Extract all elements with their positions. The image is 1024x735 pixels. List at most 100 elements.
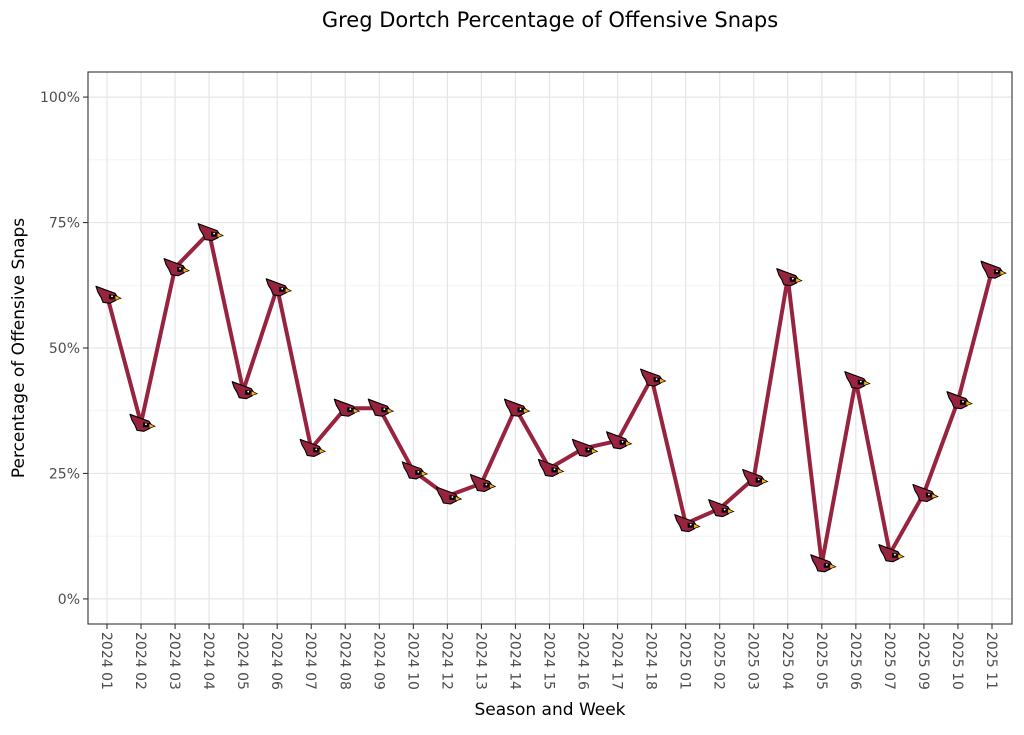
cardinal-eye-icon bbox=[519, 408, 522, 411]
data-point-marker bbox=[640, 368, 667, 387]
cardinal-beak-icon bbox=[693, 523, 701, 530]
x-tick-label: 2025 10 bbox=[949, 632, 965, 690]
x-tick-label: 2024 03 bbox=[166, 632, 182, 690]
data-point-marker bbox=[197, 223, 225, 242]
data-point-marker bbox=[946, 391, 973, 410]
x-tick-label: 2025 02 bbox=[711, 632, 727, 690]
cardinal-beak-icon bbox=[420, 470, 429, 477]
x-axis: 2024 01 2024 02 2024 03 2024 04 2024 05 2024 … bbox=[98, 624, 999, 690]
x-tick-label: 2024 10 bbox=[404, 632, 420, 690]
data-point-marker bbox=[401, 461, 429, 480]
x-tick-label: 2024 01 bbox=[98, 632, 114, 690]
data-point-marker bbox=[878, 544, 905, 563]
x-tick-label: 2024 18 bbox=[643, 632, 659, 690]
y-tick-label: 75% bbox=[49, 216, 80, 232]
cardinal-eye-icon bbox=[247, 390, 250, 393]
data-point-marker bbox=[333, 398, 361, 417]
cardinal-beak-icon bbox=[318, 447, 327, 454]
y-tick-label: 25% bbox=[49, 466, 80, 482]
cardinal-beak-icon bbox=[114, 294, 122, 301]
cardinal-eye-icon bbox=[757, 478, 760, 481]
cardinal-beak-icon bbox=[591, 447, 599, 454]
cardinal-eye-icon bbox=[383, 408, 386, 411]
x-tick-label: 2025 03 bbox=[745, 632, 761, 690]
chart-title: Greg Dortch Percentage of Offensive Snap… bbox=[322, 8, 778, 32]
cardinal-beak-icon bbox=[863, 380, 871, 387]
cardinal-eye-icon bbox=[179, 267, 181, 270]
cardinal-beak-icon bbox=[455, 495, 463, 502]
cardinal-eye-icon bbox=[894, 553, 896, 556]
cardinal-eye-icon bbox=[587, 448, 590, 451]
x-tick-label: 2024 04 bbox=[200, 632, 216, 690]
cardinal-eye-icon bbox=[315, 448, 318, 451]
x-tick-label: 2025 05 bbox=[813, 632, 829, 690]
cardinal-eye-icon bbox=[111, 295, 113, 298]
data-point-marker bbox=[469, 473, 497, 493]
x-tick-label: 2025 09 bbox=[915, 632, 931, 690]
cardinal-eye-icon bbox=[553, 468, 556, 471]
y-tick-label: 0% bbox=[58, 592, 80, 608]
cardinal-beak-icon bbox=[489, 482, 497, 489]
x-tick-label: 2025 07 bbox=[881, 632, 897, 690]
cardinal-eye-icon bbox=[689, 523, 692, 526]
cardinal-beak-icon bbox=[182, 267, 191, 274]
x-tick-label: 2024 08 bbox=[336, 632, 352, 690]
data-point-marker bbox=[844, 371, 871, 390]
cardinal-beak-icon bbox=[523, 407, 531, 414]
cardinal-eye-icon bbox=[996, 270, 998, 273]
data-point-marker bbox=[912, 483, 939, 503]
cardinal-eye-icon bbox=[723, 508, 726, 511]
cardinal-beak-icon bbox=[727, 508, 735, 515]
data-point-marker bbox=[776, 268, 803, 287]
x-tick-label: 2024 14 bbox=[507, 632, 523, 690]
x-tick-label: 2025 06 bbox=[847, 632, 863, 690]
cardinal-beak-icon bbox=[931, 492, 939, 499]
y-axis: 0% 25% 50% 75% 100% bbox=[40, 90, 88, 608]
cardinal-beak-icon bbox=[284, 287, 293, 294]
cardinal-beak-icon bbox=[829, 563, 837, 570]
cardinal-beak-icon bbox=[965, 400, 973, 407]
x-tick-label: 2024 09 bbox=[370, 632, 386, 690]
data-point-marker bbox=[810, 554, 837, 573]
cardinal-eye-icon bbox=[962, 400, 964, 403]
x-tick-label: 2024 05 bbox=[234, 632, 250, 690]
y-tick-label: 50% bbox=[49, 341, 80, 357]
x-tick-label: 2024 12 bbox=[438, 632, 454, 690]
data-point-marker bbox=[367, 398, 395, 417]
grid-major bbox=[88, 72, 1012, 624]
cardinal-eye-icon bbox=[621, 440, 624, 443]
data-point-marker bbox=[537, 458, 565, 477]
cardinal-beak-icon bbox=[625, 440, 633, 447]
cardinal-beak-icon bbox=[999, 269, 1007, 276]
cardinal-eye-icon bbox=[349, 408, 352, 411]
cardinal-eye-icon bbox=[485, 483, 488, 486]
x-tick-label: 2025 01 bbox=[677, 632, 693, 690]
y-tick-label: 100% bbox=[40, 90, 80, 106]
x-tick-label: 2024 13 bbox=[472, 632, 488, 690]
cardinal-eye-icon bbox=[655, 378, 658, 380]
data-point-marker bbox=[299, 438, 327, 457]
data-point-marker bbox=[503, 398, 531, 417]
data-point-marker bbox=[231, 381, 259, 400]
x-tick-label: 2025 04 bbox=[779, 632, 795, 690]
x-tick-label: 2024 06 bbox=[268, 632, 284, 690]
x-tick-label: 2024 15 bbox=[541, 632, 557, 690]
cardinal-beak-icon bbox=[897, 553, 905, 560]
x-tick-label: 2024 17 bbox=[609, 632, 625, 690]
cardinal-eye-icon bbox=[213, 232, 215, 235]
cardinal-beak-icon bbox=[216, 232, 225, 239]
x-tick-label: 2024 07 bbox=[302, 632, 318, 690]
data-point-marker bbox=[980, 260, 1007, 279]
cardinal-eye-icon bbox=[451, 496, 454, 498]
cardinal-beak-icon bbox=[250, 390, 259, 397]
x-tick-label: 2024 16 bbox=[575, 632, 591, 690]
data-point-marker bbox=[674, 514, 701, 533]
cardinal-beak-icon bbox=[386, 407, 395, 414]
cardinal-eye-icon bbox=[859, 380, 862, 383]
data-point-marker bbox=[163, 258, 191, 277]
data-point-marker bbox=[708, 499, 735, 518]
y-axis-label: Percentage of Offensive Snaps bbox=[9, 218, 29, 478]
data-point-marker bbox=[742, 468, 769, 488]
